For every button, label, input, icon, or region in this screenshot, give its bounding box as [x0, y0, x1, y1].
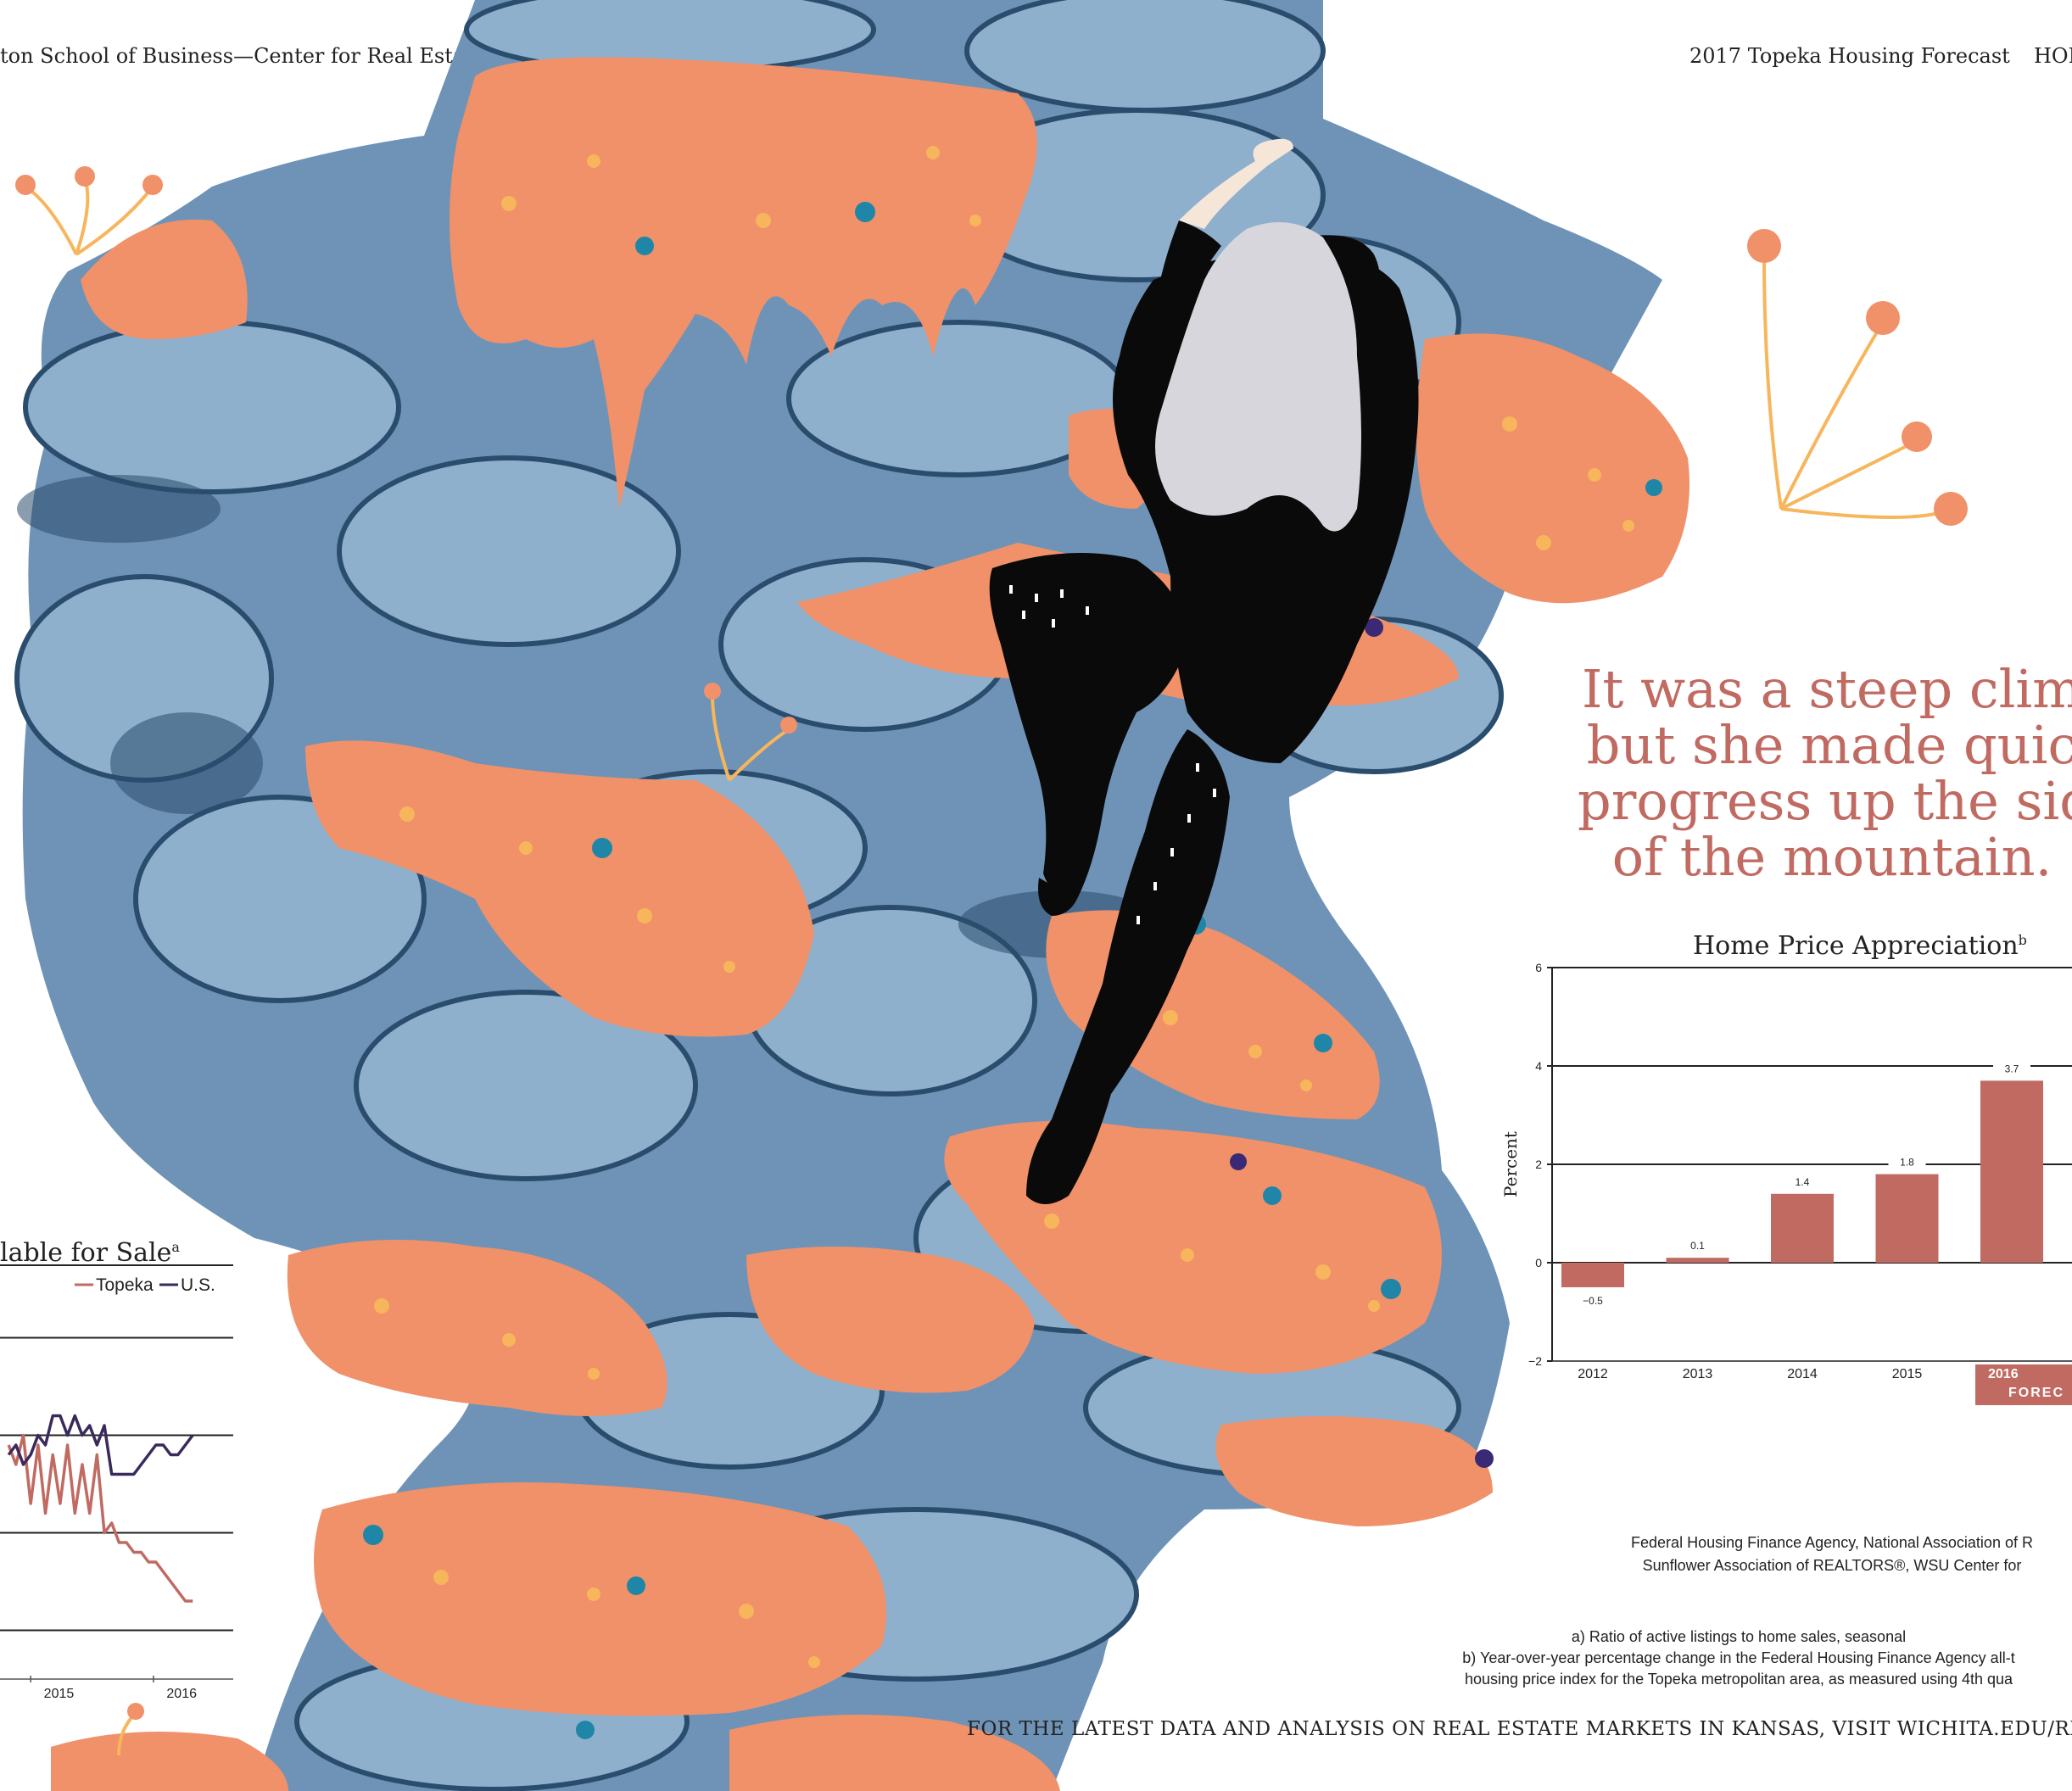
bar	[1980, 1080, 2043, 1263]
footnote-line: a) Ratio of active listings to home sale…	[1571, 1628, 1907, 1645]
value-label-background	[1678, 1239, 1717, 1253]
footnote-line: b) Year-over-year percentage change in t…	[1462, 1649, 2015, 1666]
bar-chart-title: Home Price Appreciationb	[1693, 931, 2027, 961]
pull-quote-line: but she made quic	[1586, 714, 2072, 776]
bar-chart-title-superscript: b	[2018, 932, 2027, 948]
value-label: 3.7	[2005, 1063, 2019, 1074]
bar-chart: 6 4 2 0 −2 Percent −0.5 0.1 1.4 1.8 3.7 2012 2013 201…	[1500, 961, 2072, 1405]
line-chart-title-text: lable for Sale	[0, 1238, 172, 1268]
value-label-background	[1993, 1062, 2030, 1076]
y-tick-label: 4	[1535, 1059, 1542, 1073]
source-text: Federal Housing Finance Agency, National…	[1578, 1532, 2072, 1577]
footnotes: a) Ratio of active listings to home sale…	[1391, 1626, 2072, 1690]
value-label: 1.8	[1900, 1157, 1914, 1169]
header-left: ton School of Business—Center for Real E…	[0, 44, 485, 68]
call-to-action: FOR THE LATEST DATA AND ANALYSIS ON REAL…	[967, 1718, 2072, 1740]
legend-label: Topeka	[96, 1275, 154, 1295]
header-center: 2017 Topeka Housing Forecast	[1689, 44, 2010, 68]
y-axis-label: Percent	[1500, 1131, 1521, 1197]
bar-chart-title-text: Home Price Appreciation	[1693, 931, 2019, 961]
bar	[1666, 1258, 1729, 1263]
x-tick-label: 2012	[1578, 1367, 1608, 1381]
pull-quote: It was a steep clim but she made quic pr…	[1578, 661, 2072, 885]
pull-quote-line: progress up the sid	[1578, 770, 2072, 832]
bar	[1875, 1174, 1939, 1263]
x-tick-label: 2013	[1683, 1367, 1713, 1381]
series-line	[7, 1414, 194, 1476]
x-tick-label: 2016	[166, 1687, 197, 1701]
x-tick-label: 2016	[1988, 1367, 2019, 1381]
series-line	[7, 1433, 193, 1603]
x-tick-label: 2015	[1892, 1367, 1923, 1381]
line-chart-title-superscript: a	[171, 1239, 180, 1255]
forecast-label: FOREC	[2008, 1386, 2064, 1400]
value-label: 1.4	[1796, 1176, 1810, 1188]
y-tick-label: 2	[1535, 1158, 1542, 1171]
y-tick-label: 0	[1535, 1256, 1542, 1269]
source-line: Sunflower Association of REALTORS®, WSU …	[1642, 1557, 2022, 1574]
source-line: Federal Housing Finance Agency, National…	[1631, 1534, 2033, 1551]
pull-quote-line: of the mountain.	[1611, 826, 2052, 888]
y-tick-label: −2	[1528, 1354, 1542, 1368]
line-chart-title: lable for Salea	[0, 1238, 180, 1268]
x-tick-label: 2015	[44, 1687, 75, 1701]
climbing-woman-illustration	[989, 138, 1419, 1204]
bar	[1771, 1193, 1834, 1263]
footnote-line: housing price index for the Topeka metro…	[1464, 1671, 2013, 1688]
pull-quote-line: It was a steep clim	[1581, 658, 2072, 720]
line-chart: Topeka U.S. 2015 2016	[0, 1264, 233, 1701]
header-right: HOM	[2034, 44, 2072, 68]
bar	[1561, 1263, 1624, 1287]
forecast-badge	[1975, 1364, 2072, 1405]
value-label-background	[1888, 1155, 1926, 1169]
x-tick-label: 2014	[1787, 1367, 1818, 1381]
value-label-background	[1574, 1294, 1611, 1308]
legend-label: U.S.	[181, 1275, 215, 1295]
value-label-background	[1784, 1174, 1821, 1189]
value-label: −0.5	[1583, 1295, 1603, 1307]
value-label: 0.1	[1690, 1240, 1705, 1252]
y-tick-label: 6	[1535, 961, 1542, 974]
